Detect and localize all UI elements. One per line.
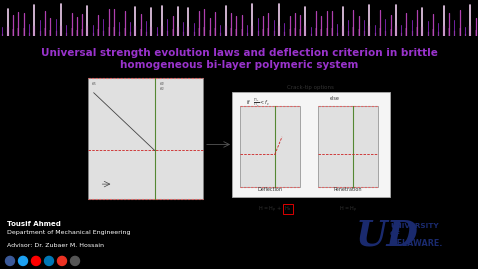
Text: Advisor: Dr. Zubaer M. Hossain: Advisor: Dr. Zubaer M. Hossain [7, 243, 104, 248]
Bar [232, 92, 390, 197]
Circle shape [57, 256, 66, 266]
Text: if   $\frac{\Pi_1}{\Pi_2} < f_c$: if $\frac{\Pi_1}{\Pi_2} < f_c$ [246, 96, 270, 109]
Text: Department of Mechanical Engineering: Department of Mechanical Engineering [7, 230, 130, 235]
Text: $\theta_1$: $\theta_1$ [91, 80, 97, 88]
Text: UD: UD [355, 218, 418, 253]
Text: H = H$_p$: H = H$_p$ [339, 204, 357, 215]
Circle shape [6, 256, 14, 266]
Bar [318, 107, 378, 186]
Circle shape [44, 256, 54, 266]
Circle shape [19, 256, 28, 266]
Text: $\theta_2$: $\theta_2$ [159, 85, 165, 93]
Text: $\theta_2$: $\theta_2$ [159, 80, 165, 88]
Text: OF: OF [390, 231, 401, 237]
Text: Universal strength evolution laws and deflection criterion in brittle
homogeneou: Universal strength evolution laws and de… [41, 48, 437, 70]
Text: Crack-tip options: Crack-tip options [287, 85, 334, 90]
Circle shape [32, 256, 41, 266]
Text: Deflection: Deflection [258, 186, 282, 192]
Circle shape [70, 256, 79, 266]
Bar [88, 78, 203, 199]
Text: DELAWARE.: DELAWARE. [390, 239, 442, 248]
Text: else: else [330, 96, 340, 101]
Text: Tousif Ahmed: Tousif Ahmed [7, 221, 61, 226]
Text: Penetration: Penetration [334, 186, 362, 192]
Bar [240, 107, 300, 186]
Text: UNIVERSITY: UNIVERSITY [390, 223, 439, 229]
Text: H = H$_p$ +: H = H$_p$ + [258, 204, 282, 215]
Text: H$_a$: H$_a$ [284, 204, 292, 213]
